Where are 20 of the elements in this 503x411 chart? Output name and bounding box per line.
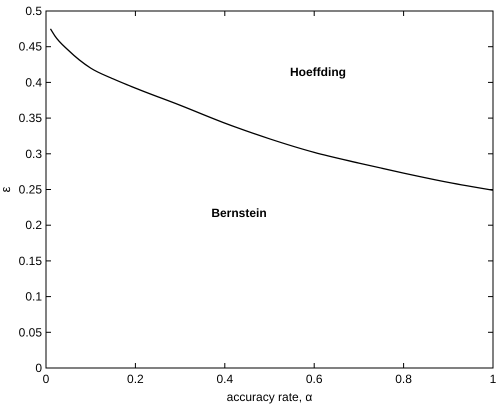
x-tick-label: 0.2	[127, 372, 144, 386]
y-tick-label: 0.2	[25, 218, 42, 232]
annotation: Hoeffding	[290, 65, 346, 79]
x-axis-title: accuracy rate, α	[226, 390, 312, 404]
x-tick-label: 0.8	[395, 372, 412, 386]
x-tick-label: 1	[490, 372, 497, 386]
y-tick-label: 0.15	[18, 254, 42, 268]
y-tick-label: 0.05	[18, 325, 42, 340]
y-tick-label: 0.25	[18, 182, 42, 196]
y-tick-label: 0.45	[18, 40, 42, 54]
annotation: Bernstein	[211, 206, 267, 220]
y-tick-label: 0	[35, 361, 42, 375]
y-tick-label: 0.35	[18, 111, 42, 126]
x-tick-label: 0.4	[216, 372, 234, 386]
y-axis-title: ε	[0, 186, 13, 192]
y-tick-label: 0.5	[25, 4, 42, 18]
y-tick-label: 0.1	[25, 290, 42, 304]
x-tick-label: 0.6	[306, 372, 323, 386]
y-tick-label: 0.3	[25, 146, 42, 161]
y-tick-label: 0.4	[25, 75, 42, 90]
